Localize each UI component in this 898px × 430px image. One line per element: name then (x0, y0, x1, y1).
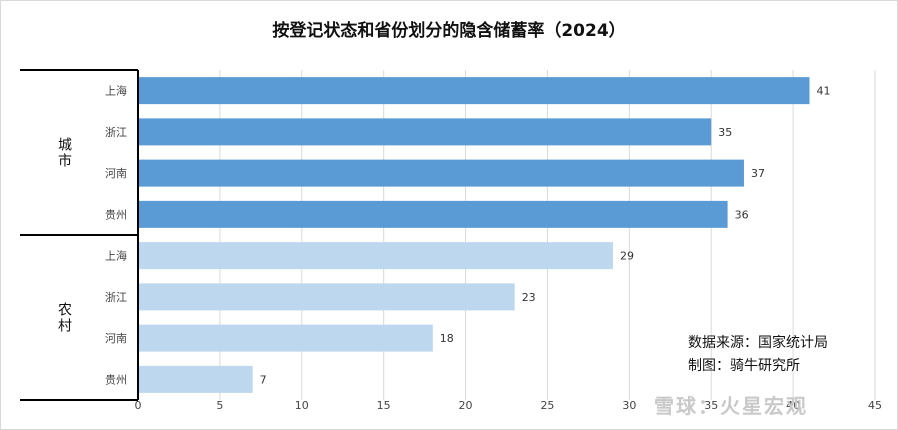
data-source-note: 数据来源：国家统计局 (688, 335, 828, 351)
category-label: 浙江 (105, 126, 127, 139)
x-tick-label: 20 (459, 399, 473, 412)
category-label: 贵州 (105, 373, 127, 386)
category-label: 上海 (105, 249, 127, 263)
x-tick-label: 10 (295, 399, 309, 412)
x-tick-label: 40 (786, 399, 800, 412)
category-label: 上海 (105, 84, 127, 98)
value-label: 7 (260, 373, 267, 386)
group-label: 农村 (58, 303, 72, 335)
x-tick-label: 5 (216, 399, 223, 412)
bar (138, 365, 253, 393)
bar (138, 77, 810, 105)
bar (138, 118, 712, 146)
category-label: 河南 (105, 332, 127, 345)
watermark: 雪球：火星宏观 (654, 394, 808, 418)
chart-credit-note: 制图：骑牛研究所 (688, 358, 800, 374)
bar (138, 283, 515, 311)
bar (138, 200, 728, 228)
x-tick-label: 25 (540, 399, 554, 412)
value-label: 23 (522, 291, 536, 304)
x-tick-label: 30 (622, 399, 636, 412)
value-label: 36 (735, 208, 749, 221)
group-label: 城市 (58, 138, 72, 170)
value-label: 18 (440, 332, 454, 345)
category-label: 贵州 (105, 208, 127, 221)
bar (138, 324, 433, 352)
x-tick-label: 15 (377, 399, 391, 412)
x-tick-label: 0 (135, 399, 142, 412)
chart-title: 按登记状态和省份划分的隐含储蓄率（2024） (272, 21, 626, 41)
x-tick-label: 35 (704, 399, 718, 412)
value-label: 29 (620, 250, 634, 263)
value-label: 35 (718, 126, 732, 139)
value-label: 37 (751, 167, 765, 180)
category-label: 浙江 (105, 291, 127, 304)
category-label: 河南 (105, 167, 127, 180)
value-label: 41 (816, 85, 830, 98)
bar (138, 159, 744, 187)
bar (138, 242, 613, 270)
x-tick-label: 45 (868, 399, 882, 412)
